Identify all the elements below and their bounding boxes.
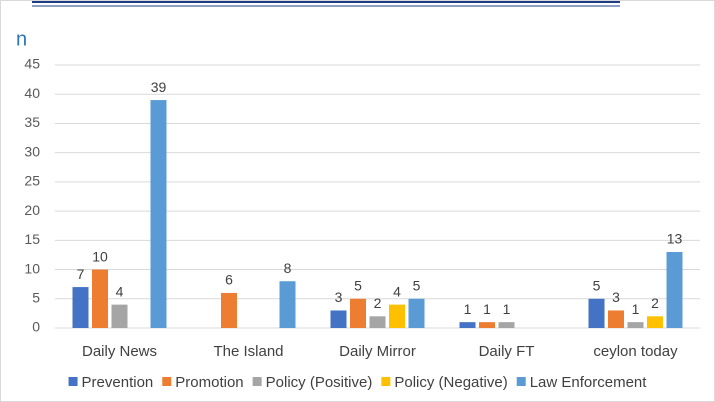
legend-swatch (68, 377, 78, 386)
legend-swatch (381, 377, 391, 386)
legend-label: Law Enforcement (530, 374, 648, 391)
value-label: 2 (651, 295, 659, 311)
y-tick-label: 10 (24, 260, 40, 276)
value-label: 5 (413, 277, 421, 293)
legend-swatch (516, 377, 526, 386)
value-label: 1 (464, 301, 472, 317)
bar (666, 252, 683, 328)
legend-swatch (252, 377, 262, 386)
bar (498, 322, 515, 328)
value-label: 7 (77, 266, 85, 282)
value-label: 2 (374, 295, 382, 311)
y-tick-label: 0 (32, 319, 40, 335)
y-tick-label: 5 (32, 289, 40, 305)
legend-label: Prevention (82, 374, 154, 391)
x-tick-label: The Island (213, 343, 283, 360)
y-tick-label: 45 (24, 56, 40, 72)
y-tick-label: 20 (24, 202, 40, 218)
value-label: 1 (632, 301, 640, 317)
bar (330, 310, 347, 328)
value-label: 5 (354, 277, 362, 293)
x-tick-label: Daily News (82, 343, 157, 360)
y-tick-label: 15 (24, 231, 40, 247)
bar (111, 304, 128, 328)
legend-label: Promotion (175, 374, 243, 391)
y-axis-label: n (16, 28, 27, 50)
y-tick-label: 25 (24, 173, 40, 189)
bar (389, 304, 405, 328)
bar (350, 298, 366, 328)
bar (369, 316, 386, 328)
value-label: 4 (393, 283, 401, 299)
value-label: 5 (593, 277, 601, 293)
value-label: 10 (92, 248, 108, 264)
value-label: 1 (503, 301, 511, 317)
bar (627, 322, 644, 328)
value-label: 3 (612, 289, 620, 305)
bar (221, 292, 237, 328)
bar (647, 316, 663, 328)
bar (408, 298, 425, 328)
bar (459, 322, 476, 328)
x-tick-label: Daily Mirror (339, 343, 416, 360)
value-label: 6 (225, 272, 233, 288)
value-label: 13 (667, 231, 683, 247)
bar (479, 322, 495, 328)
value-label: 4 (116, 283, 124, 299)
bar (72, 287, 89, 328)
bar (279, 281, 296, 328)
bar (92, 269, 108, 328)
bar (150, 100, 167, 328)
value-label: 3 (335, 289, 343, 305)
x-tick-label: Daily FT (479, 343, 535, 360)
bar (608, 310, 624, 328)
y-tick-label: 30 (24, 143, 40, 159)
value-label: 8 (284, 260, 292, 276)
legend-swatch (162, 377, 172, 386)
value-label: 1 (483, 301, 491, 317)
bar (588, 298, 605, 328)
y-tick-label: 40 (24, 85, 40, 101)
legend-label: Policy (Negative) (394, 374, 507, 391)
y-tick-label: 35 (24, 114, 40, 130)
x-tick-label: ceylon today (593, 343, 678, 360)
value-label: 39 (151, 79, 167, 95)
legend-label: Policy (Positive) (266, 374, 373, 391)
